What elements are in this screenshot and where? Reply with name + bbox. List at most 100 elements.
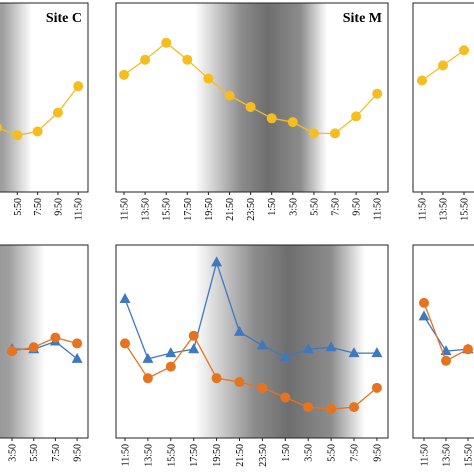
marker	[182, 54, 193, 65]
x-tick-label: 7:50	[350, 444, 361, 462]
panel: 11:50 13:50 15:50 17:50 19:50 21:50 23:50 1:50 3…	[115, 244, 389, 467]
night-shade	[0, 245, 45, 438]
x-tick-label: 5:50	[309, 198, 320, 216]
panel-frame	[412, 2, 474, 193]
marker	[73, 81, 84, 92]
x-tick-label: 3:50	[8, 444, 19, 462]
x-tick-label: 9:50	[53, 198, 64, 216]
marker	[245, 101, 256, 112]
panel-frame	[115, 244, 389, 439]
x-tick-label: 13:50	[141, 198, 152, 221]
marker	[165, 347, 177, 358]
marker	[349, 402, 359, 413]
x-tick-label: 19:50	[212, 444, 223, 467]
x-tick-label: 23:50	[246, 198, 257, 221]
marker	[459, 45, 469, 56]
x-tick-label: 9:50	[352, 198, 363, 216]
marker	[188, 330, 199, 341]
panel-frame	[115, 2, 389, 193]
marker	[303, 402, 314, 413]
marker	[418, 310, 430, 321]
plot-area	[0, 245, 83, 438]
x-tick-label: 7:50	[331, 198, 342, 216]
marker	[224, 90, 235, 101]
x-tick-label: 13:50	[442, 444, 453, 467]
marker	[234, 377, 245, 388]
panel: 3:50 5:50 7:50 9:50	[0, 244, 89, 462]
marker	[12, 130, 23, 141]
marker	[188, 343, 200, 354]
marker	[438, 60, 448, 71]
panel: 11:50 13:50 15:50 17:50 19:50 21:50 23:50 1:50 3…	[115, 2, 389, 221]
plot-area	[0, 3, 84, 192]
marker	[417, 75, 427, 86]
x-tick-label: 5:50	[29, 444, 40, 462]
panel-title: Site C	[46, 11, 82, 26]
x-tick-label: 13:50	[439, 198, 450, 221]
panel-frame	[412, 244, 474, 439]
x-tick-label: 15:50	[162, 198, 173, 221]
x-tick-label: 13:50	[143, 444, 154, 467]
x-tick-label: 11:50	[420, 444, 431, 466]
marker	[308, 128, 319, 139]
marker	[203, 73, 214, 84]
marker	[326, 404, 337, 415]
x-tick-label: 15:50	[464, 444, 474, 467]
marker	[142, 352, 154, 363]
marker	[266, 113, 277, 124]
marker	[52, 107, 63, 118]
x-tick-label: 3:50	[304, 444, 315, 462]
marker	[279, 350, 291, 361]
marker	[441, 355, 451, 366]
marker	[325, 341, 337, 352]
x-tick-label: 5:50	[13, 198, 24, 216]
x-tick-label: 19:50	[204, 198, 215, 221]
panel: 11:50 13:50 15:50	[412, 244, 474, 467]
marker	[165, 361, 176, 372]
marker	[120, 338, 130, 349]
plot-area	[119, 3, 383, 192]
panel-frame	[0, 2, 89, 193]
marker	[348, 347, 360, 358]
series-line	[11, 336, 78, 352]
marker	[140, 54, 151, 65]
x-tick-label: 15:50	[460, 198, 471, 221]
plot-area	[417, 45, 469, 86]
marker	[72, 338, 83, 349]
panel-title: Site M	[343, 11, 382, 26]
marker	[257, 382, 268, 393]
marker	[256, 339, 268, 350]
night-shade	[0, 3, 32, 192]
marker	[330, 128, 340, 139]
marker	[211, 256, 223, 267]
night-shade	[195, 245, 365, 438]
x-tick-label: 11:50	[120, 198, 131, 220]
x-tick-label: 11:50	[74, 198, 85, 220]
marker	[50, 332, 61, 343]
marker	[161, 37, 172, 48]
marker	[351, 111, 362, 122]
panel: 5:50 7:50 9:50 11:50 Site C	[0, 2, 89, 220]
marker	[419, 297, 429, 308]
x-tick-label: 11:50	[121, 444, 132, 466]
marker	[372, 88, 383, 99]
marker	[211, 373, 222, 384]
marker	[287, 117, 298, 128]
x-tick-label: 7:50	[33, 198, 44, 216]
x-tick-label: 21:50	[235, 444, 246, 467]
marker	[32, 126, 43, 137]
x-tick-label: 3:50	[288, 198, 299, 216]
x-tick-label: 17:50	[189, 444, 200, 467]
marker	[119, 69, 129, 80]
x-tick-label: 1:50	[267, 198, 278, 216]
x-tick-label: 11:50	[418, 198, 429, 220]
marker	[71, 352, 83, 363]
night-shade	[195, 3, 327, 192]
marker	[234, 325, 245, 336]
marker	[302, 343, 314, 354]
plot-area	[119, 245, 383, 438]
x-tick-label: 5:50	[327, 444, 338, 462]
marker	[371, 382, 382, 393]
x-tick-label: 23:50	[258, 444, 269, 467]
x-tick-label: 11:50	[373, 198, 384, 220]
